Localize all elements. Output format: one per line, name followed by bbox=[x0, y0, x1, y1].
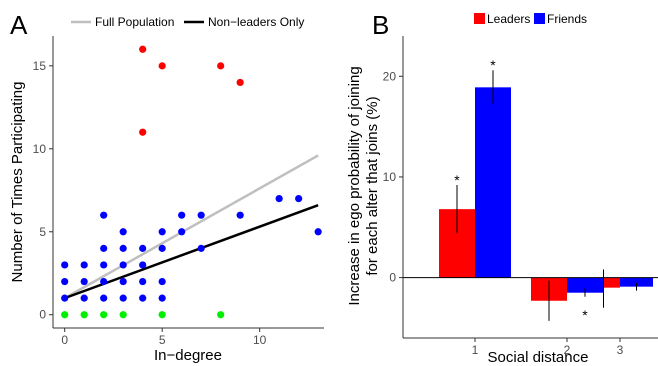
panel-a-x-label: In−degree bbox=[154, 347, 222, 364]
legend-label-full-population: Full Population bbox=[95, 15, 174, 29]
scatter-point bbox=[139, 261, 147, 269]
scatter-point bbox=[61, 294, 69, 302]
panel-b-label: B bbox=[372, 10, 389, 40]
scatter-point bbox=[80, 311, 88, 319]
x-tick-label: 3 bbox=[617, 343, 624, 357]
scatter-point bbox=[119, 228, 127, 236]
scatter-point bbox=[158, 277, 166, 286]
x-tick-label: 10 bbox=[253, 333, 267, 347]
scatter-point bbox=[139, 45, 147, 53]
panel-b-legend: Leaders Friends bbox=[474, 12, 587, 26]
panel-b-error-bars bbox=[456, 70, 637, 321]
legend-label-leaders: Leaders bbox=[487, 12, 530, 26]
scatter-point bbox=[236, 78, 244, 87]
y-tick-label: 20 bbox=[383, 69, 397, 83]
scatter-point bbox=[178, 211, 186, 219]
scatter-point bbox=[100, 244, 108, 252]
panel-a-x-ticks: 0 5 10 bbox=[61, 328, 267, 347]
y-tick-label: 5 bbox=[39, 225, 46, 239]
scatter-point bbox=[100, 261, 108, 269]
bar bbox=[475, 87, 511, 278]
scatter-point bbox=[61, 277, 69, 286]
scatter-point bbox=[295, 194, 303, 203]
scatter-point bbox=[275, 194, 283, 203]
panel-b-y-label-line1: Increase in ego probability of joining bbox=[346, 66, 363, 305]
scatter-point bbox=[158, 62, 166, 70]
fit-line bbox=[64, 154, 319, 300]
scatter-point bbox=[217, 311, 225, 319]
panel-a-fit-lines bbox=[64, 154, 319, 300]
x-tick-label: 2 bbox=[564, 343, 571, 357]
scatter-point bbox=[197, 211, 205, 219]
y-tick-label: 0 bbox=[39, 308, 46, 322]
scatter-point bbox=[119, 311, 127, 319]
panel-b: B Leaders Friends 0 10 20 1 2 3 * * * Social d… bbox=[346, 10, 658, 366]
y-tick-label: 0 bbox=[389, 271, 396, 285]
panel-b-bars bbox=[439, 87, 653, 301]
scatter-point bbox=[139, 294, 147, 302]
x-tick-label: 5 bbox=[159, 333, 166, 347]
scatter-point bbox=[158, 311, 166, 319]
scatter-point bbox=[119, 294, 127, 302]
legend-swatch-leaders bbox=[474, 13, 485, 24]
scatter-point bbox=[80, 261, 88, 269]
scatter-point bbox=[139, 277, 147, 286]
scatter-point bbox=[158, 244, 166, 252]
scatter-point bbox=[158, 294, 166, 302]
x-tick-label: 1 bbox=[472, 343, 479, 357]
panel-a-y-label: Number of Times Participating bbox=[9, 82, 26, 283]
scatter-point bbox=[158, 228, 166, 236]
panel-b-y-label-line2: for each alter that joins (%) bbox=[364, 96, 381, 275]
scatter-point bbox=[139, 244, 147, 252]
scatter-point bbox=[61, 261, 69, 269]
scatter-point bbox=[178, 228, 186, 236]
scatter-point bbox=[217, 62, 225, 70]
significance-star: * bbox=[490, 57, 496, 73]
scatter-point bbox=[61, 311, 69, 319]
significance-star: * bbox=[582, 307, 588, 323]
panel-b-x-label: Social distance bbox=[488, 349, 589, 366]
scatter-point bbox=[80, 294, 88, 302]
significance-star: * bbox=[454, 172, 460, 188]
y-tick-label: 10 bbox=[383, 170, 397, 184]
legend-swatch-friends bbox=[534, 13, 545, 24]
scatter-point bbox=[139, 128, 147, 136]
panel-a: A Full Population Non−leaders Only 0 5 10 1… bbox=[9, 10, 324, 364]
panel-a-y-ticks: 0 5 10 15 bbox=[33, 59, 53, 322]
scatter-point bbox=[100, 294, 108, 302]
x-tick-label: 0 bbox=[61, 333, 68, 347]
legend-label-friends: Friends bbox=[547, 12, 587, 26]
y-tick-label: 10 bbox=[33, 142, 47, 156]
scatter-point bbox=[197, 244, 205, 252]
panel-a-legend: Full Population Non−leaders Only bbox=[71, 15, 304, 29]
panel-b-annotations: * * * bbox=[454, 57, 588, 323]
bar bbox=[620, 277, 653, 287]
scatter-point bbox=[119, 244, 127, 252]
scatter-point bbox=[80, 277, 88, 286]
legend-label-non-leaders: Non−leaders Only bbox=[208, 15, 304, 29]
scatter-point bbox=[314, 228, 322, 236]
scatter-point bbox=[119, 277, 127, 286]
y-tick-label: 15 bbox=[33, 59, 47, 73]
panel-b-x-ticks: 1 2 3 bbox=[472, 338, 624, 357]
scatter-point bbox=[100, 311, 108, 319]
scatter-point bbox=[100, 211, 108, 219]
bar bbox=[567, 277, 603, 293]
panel-a-label: A bbox=[10, 10, 28, 40]
panel-b-y-ticks: 0 10 20 bbox=[383, 69, 403, 285]
scatter-point bbox=[100, 277, 108, 286]
scatter-point bbox=[119, 261, 127, 269]
scatter-point bbox=[236, 211, 244, 219]
panel-a-points bbox=[61, 45, 322, 319]
